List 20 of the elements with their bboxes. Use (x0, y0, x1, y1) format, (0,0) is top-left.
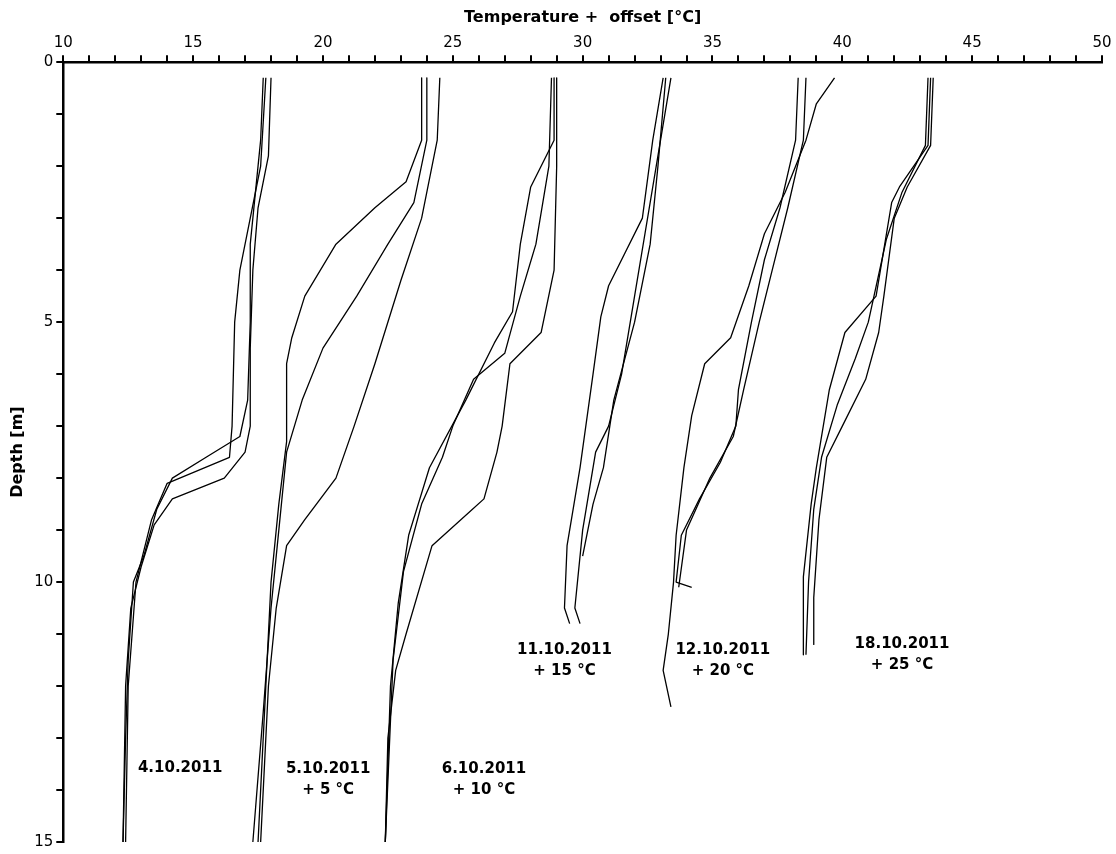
x-tick-label: 45 (962, 33, 982, 52)
annotation: 12.10.2011 + 20 °C (675, 639, 771, 679)
annotation: 6.10.2011 + 10 °C (441, 759, 527, 799)
x-tick-label: 40 (832, 33, 852, 52)
x-tick-label: 30 (573, 33, 593, 52)
y-tick-label: 15 (34, 831, 54, 850)
x-tick-label: 20 (313, 33, 333, 52)
y-tick-label: 5 (43, 312, 54, 331)
x-tick-label: 50 (1092, 33, 1112, 52)
x-axis-title: Temperature + offset [°C] (464, 6, 702, 26)
x-tick-label: 15 (183, 33, 203, 52)
x-tick-label: 25 (443, 33, 463, 52)
annotation: 11.10.2011 + 15 °C (517, 639, 612, 679)
annotation: 4.10.2011 (137, 757, 223, 776)
y-axis-title: Depth [m] (6, 406, 26, 498)
y-tick-label: 10 (34, 571, 54, 590)
y-tick-label: 0 (43, 52, 54, 71)
annotation: 5.10.2011 + 5 °C (285, 759, 371, 799)
x-tick-label: 35 (702, 33, 723, 52)
annotation: 18.10.2011 + 25 °C (854, 634, 950, 674)
